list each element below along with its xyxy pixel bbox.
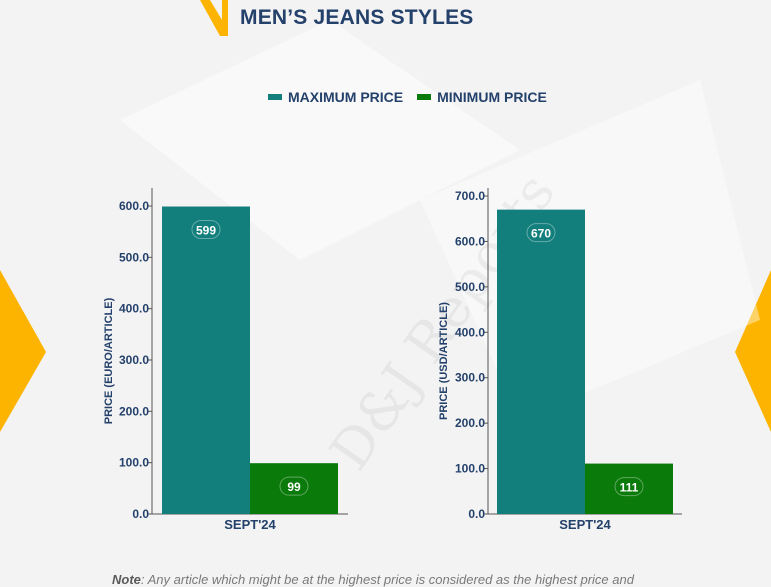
chart1-y-tick-label: 0.0 xyxy=(132,507,149,521)
legend-item-min: MINIMUM PRICE xyxy=(417,89,547,105)
chart1-y-tick-label: 400.0 xyxy=(119,302,149,316)
chart-legend: MAXIMUM PRICE MINIMUM PRICE xyxy=(268,89,561,105)
chart1-y-axis-title: PRICE (EURO/ARTICLE) xyxy=(103,297,115,424)
legend-swatch-max xyxy=(268,94,282,100)
footnote: Note: Any article which might be at the … xyxy=(112,572,634,587)
chart2-data-label-bg xyxy=(614,477,644,497)
chart2-y-axis-title: PRICE (USD/ARTICLE) xyxy=(438,302,450,420)
chart1-data-label-bg xyxy=(191,220,221,240)
bg-facet-shape xyxy=(120,20,520,260)
legend-label-min: MINIMUM PRICE xyxy=(437,89,547,105)
chart1-y-tick-label: 100.0 xyxy=(119,456,149,470)
chart2-y-tick-label: 100.0 xyxy=(455,462,485,476)
chart1-data-label: 599 xyxy=(196,224,216,238)
chart2-y-tick-label: 300.0 xyxy=(455,371,485,385)
chart2-bar-max xyxy=(497,209,585,514)
chart1-data-label-bg xyxy=(279,476,309,496)
title-accent-icon xyxy=(200,0,228,36)
chart2-data-label: 670 xyxy=(531,227,551,241)
chart2-y-tick-label: 200.0 xyxy=(455,416,485,430)
page-title: MEN’S JEANS STYLES xyxy=(240,6,474,29)
footnote-label: Note xyxy=(112,572,141,587)
chart1-y-tick-label: 600.0 xyxy=(119,199,149,213)
chart2-data-label: 111 xyxy=(620,481,639,495)
chart2-y-tick-label: 500.0 xyxy=(455,280,485,294)
chart1-y-tick-label: 500.0 xyxy=(119,250,149,264)
chart2-y-tick-label: 700.0 xyxy=(455,189,485,203)
chart2-data-label-bg xyxy=(526,223,556,243)
footnote-text: : Any article which might be at the high… xyxy=(140,572,634,587)
chart1-bar-max xyxy=(162,206,250,514)
legend-item-max: MAXIMUM PRICE xyxy=(268,89,403,105)
chart2-x-tick-label: SEPT'24 xyxy=(559,517,611,532)
chart1-data-label: 99 xyxy=(287,480,301,494)
chart1-y-tick-label: 200.0 xyxy=(119,404,149,418)
chart2-y-tick-label: 0.0 xyxy=(468,507,485,521)
chart1-x-tick-label: SEPT'24 xyxy=(224,517,276,532)
left-accent-shape xyxy=(0,270,46,432)
legend-swatch-min xyxy=(417,94,432,100)
chart2-y-tick-label: 600.0 xyxy=(455,234,485,248)
right-accent-shape xyxy=(735,270,771,432)
chart1-y-tick-label: 300.0 xyxy=(119,353,149,367)
chart2-y-tick-label: 400.0 xyxy=(455,325,485,339)
legend-label-max: MAXIMUM PRICE xyxy=(288,89,404,105)
